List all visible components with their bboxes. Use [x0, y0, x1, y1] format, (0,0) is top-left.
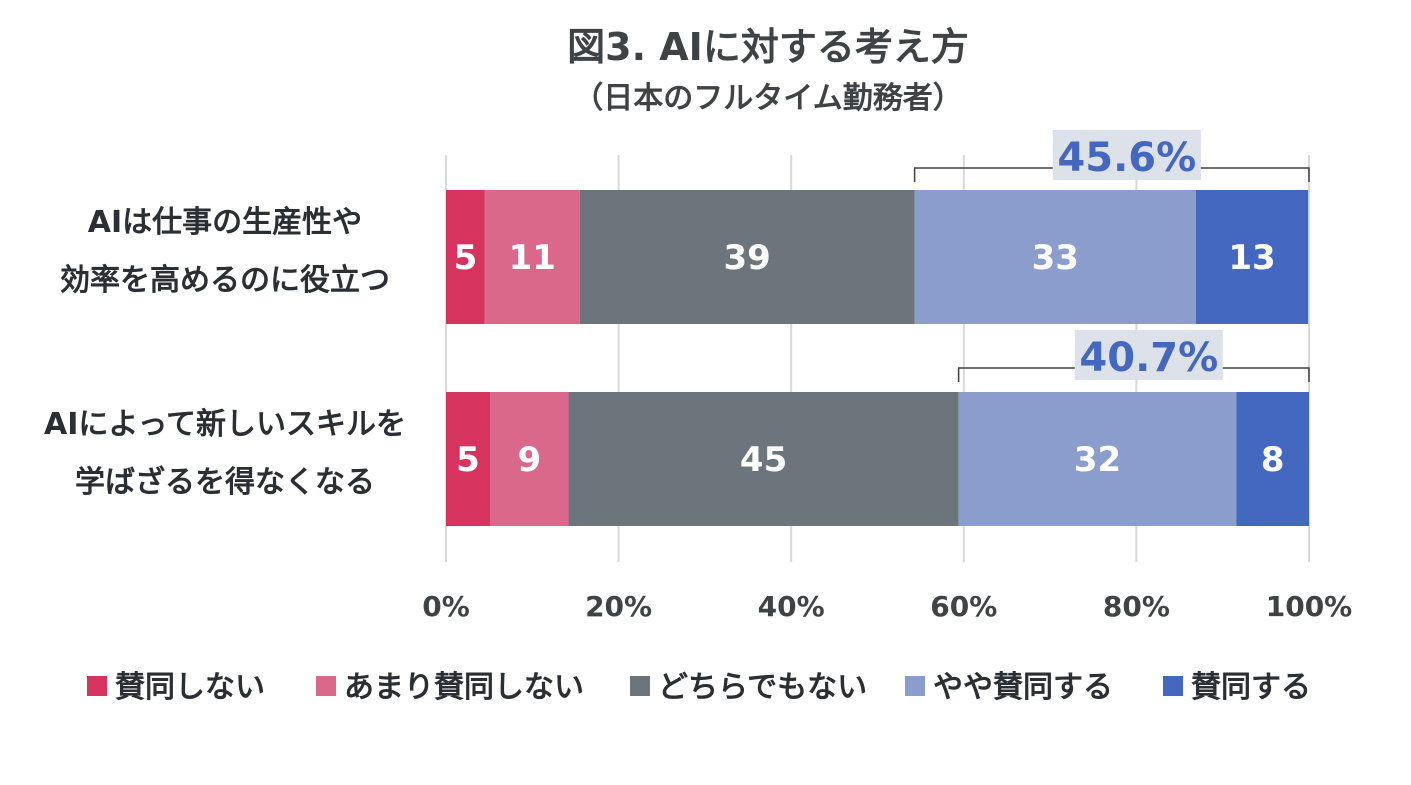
chart-subtitle: （日本のフルタイム勤務者） [573, 81, 962, 116]
legend-label: どちらでもない [658, 670, 867, 705]
agree-brackets: 45.6% 40.7% [913, 130, 1310, 382]
x-tick-label: 0% [422, 590, 470, 623]
bracket-label-background [1074, 330, 1223, 380]
segment-value-label: 5 [456, 440, 480, 480]
bar-segment [484, 190, 580, 324]
segment-value-label: 45 [740, 440, 787, 480]
legend-swatch [87, 676, 107, 696]
x-axis-ticks: 0% 20% 40% 60% 80% 100% [422, 590, 1352, 623]
category-label-line: 学ばざるを得なくなる [75, 465, 375, 500]
bars: 5 11 39 33 135 9 45 32 8 [446, 190, 1309, 526]
category-label-line: AIによって新しいスキルを [44, 407, 406, 442]
x-tick-label: 40% [758, 590, 825, 623]
segment-value-label: 32 [1074, 440, 1121, 480]
segment-value-label: 11 [509, 238, 556, 278]
bar-segment [1195, 190, 1309, 324]
bar-segment [568, 392, 959, 526]
legend-label: やや賛同する [933, 670, 1113, 705]
bar-segment [490, 392, 569, 526]
legend-label: 賛同しない [115, 670, 265, 705]
chart-title: 図3. AIに対する考え方 [567, 25, 969, 69]
bar-segment [958, 392, 1237, 526]
bar-segment [446, 392, 491, 526]
x-tick-label: 100% [1266, 590, 1353, 623]
segment-value-label: 13 [1228, 238, 1275, 278]
category-label-line: AIは仕事の生産性や [88, 205, 362, 240]
x-tick-label: 20% [585, 590, 652, 623]
legend-label: 賛同する [1191, 670, 1311, 705]
legend: 賛同しない あまり賛同しない どちらでもない やや賛同する 賛同する [87, 670, 1311, 705]
bar-segment [446, 190, 485, 324]
legend-swatch [905, 676, 925, 696]
legend-swatch [630, 676, 650, 696]
legend-swatch [1163, 676, 1183, 696]
bar-segment [1236, 392, 1309, 526]
x-tick-label: 60% [930, 590, 997, 623]
segment-value-label: 39 [724, 238, 771, 278]
bracket-label-background [1052, 130, 1201, 180]
agree-total-label: 45.6% [1057, 135, 1196, 181]
segment-value-label: 5 [454, 238, 478, 278]
segment-value-label: 33 [1032, 238, 1079, 278]
segment-value-label: 8 [1261, 440, 1285, 480]
category-label-line: 効率を高めるのに役立つ [60, 263, 390, 298]
segment-value-label: 9 [517, 440, 541, 480]
legend-label: あまり賛同しない [344, 670, 584, 705]
legend-swatch [316, 676, 336, 696]
agree-total-label: 40.7% [1079, 335, 1218, 381]
bar-segment [914, 190, 1196, 324]
bar-segment [579, 190, 915, 324]
x-tick-label: 80% [1103, 590, 1170, 623]
